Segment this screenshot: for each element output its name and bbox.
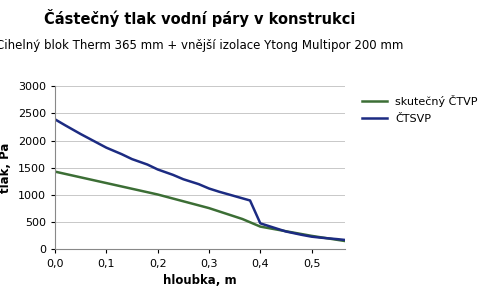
X-axis label: hloubka, m: hloubka, m (163, 274, 237, 287)
ČTSVP (118, 152, 124, 156)
ČTSVP (78, 132, 84, 136)
skutečný ČTVP (308, 234, 314, 238)
skutečný ČTVP (258, 225, 264, 228)
skutečný ČTVP (206, 206, 212, 210)
ČTSVP (319, 236, 325, 240)
Y-axis label: tlak, Pa: tlak, Pa (0, 143, 12, 193)
ČTSVP (144, 163, 150, 166)
ČTSVP (308, 235, 314, 238)
Line: ČTSVP: ČTSVP (55, 119, 345, 240)
skutečný ČTVP (342, 239, 348, 243)
ČTSVP (272, 226, 278, 230)
Legend: skutečný ČTVP, ČTSVP: skutečný ČTVP, ČTSVP (362, 95, 478, 124)
ČTSVP (342, 238, 348, 242)
skutečný ČTVP (52, 170, 58, 173)
ČTSVP (62, 124, 68, 127)
ČTSVP (232, 194, 237, 198)
ČTSVP (247, 199, 253, 202)
skutečný ČTVP (154, 193, 160, 196)
ČTSVP (129, 157, 135, 161)
ČTSVP (334, 237, 340, 241)
skutečný ČTVP (240, 217, 246, 221)
skutečný ČTVP (104, 181, 110, 185)
ČTSVP (180, 177, 186, 181)
ČTSVP (298, 233, 304, 236)
ČTSVP (93, 140, 99, 144)
ČTSVP (196, 182, 202, 186)
ČTSVP (258, 222, 264, 225)
ČTSVP (206, 187, 212, 190)
ČTSVP (154, 168, 160, 171)
Text: Cihelný blok Therm 365 mm + vnější izolace Ytong Multipor 200 mm: Cihelný blok Therm 365 mm + vnější izola… (0, 39, 404, 52)
ČTSVP (240, 197, 246, 200)
Text: Částečný tlak vodní páry v konstrukci: Částečný tlak vodní páry v konstrukci (44, 9, 356, 27)
ČTSVP (52, 118, 58, 121)
ČTSVP (170, 173, 176, 177)
ČTSVP (216, 190, 222, 194)
ČTSVP (283, 230, 289, 233)
ČTSVP (104, 146, 110, 149)
Line: skutečný ČTVP: skutečný ČTVP (55, 172, 345, 241)
